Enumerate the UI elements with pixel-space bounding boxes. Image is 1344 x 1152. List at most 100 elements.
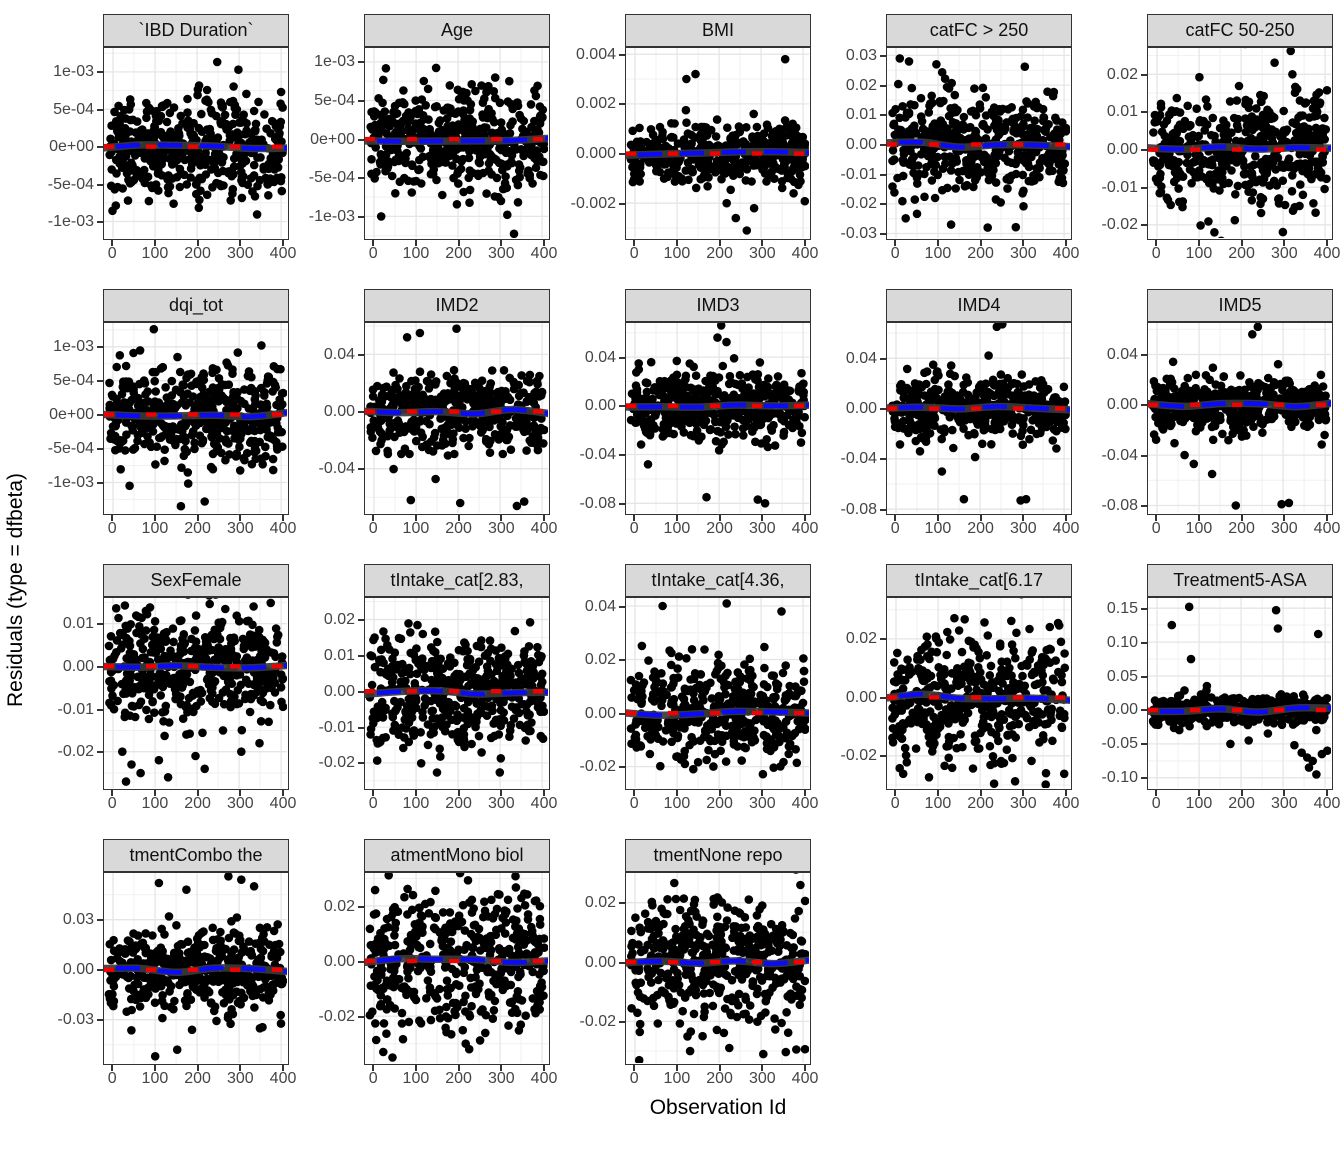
facet-title: tIntake_cat[2.83, (390, 570, 524, 590)
x-tick-mark (718, 240, 721, 246)
y-tick-label: 0.00 (62, 961, 94, 979)
x-tick-mark (414, 515, 417, 521)
y-tick-label: -0.02 (579, 1012, 616, 1030)
x-tick-label: 0 (107, 795, 117, 812)
facet-strip: tIntake_cat[4.36, (625, 564, 811, 597)
facet-strip: IMD3 (625, 289, 811, 322)
facet-panel (364, 322, 550, 515)
y-axis-gutter: 0.03 0.00 -0.03 (40, 872, 103, 1065)
x-tick-mark (1326, 790, 1329, 796)
y-tick-mark (358, 177, 364, 180)
x-tick-label: 0 (368, 795, 378, 812)
y-tick-mark (880, 408, 886, 411)
y-tick-label: 0.02 (584, 894, 616, 912)
x-tick-label: 300 (748, 795, 776, 812)
x-tick-label: 100 (141, 520, 169, 537)
y-tick-mark (97, 448, 103, 451)
y-tick-mark (1141, 353, 1147, 356)
y-tick-label: 0.10 (1106, 633, 1138, 651)
y-tick-label: -0.02 (579, 758, 616, 776)
y-axis-gutter: 0.03 0.02 0.01 0.00 -0.01 -0.02 -0.03 (823, 47, 886, 242)
y-tick-mark (358, 690, 364, 693)
scatter-canvas (626, 48, 809, 238)
y-tick-label: 0.00 (1106, 141, 1138, 159)
y-tick-label: -0.08 (579, 494, 616, 512)
x-tick-mark (153, 240, 156, 246)
facet-imd4: IMD4 0.04 0.00 -0.04 -0.08 0 100 200 300 400 (823, 289, 1079, 564)
facet-title: IMD3 (696, 295, 740, 315)
y-tick-label: 0.02 (845, 76, 877, 94)
y-tick-label: -1e-03 (47, 473, 94, 491)
facet-title: IMD5 (1218, 295, 1262, 315)
y-tick-label: 0e+00 (49, 138, 94, 156)
x-tick-label: 300 (1270, 795, 1298, 812)
facet-imd5: IMD5 0.04 0.00 -0.04 -0.08 0 100 200 300 400 (1084, 289, 1340, 564)
x-tick-label: 400 (791, 795, 819, 812)
facet-tintake-cat-6-17: tIntake_cat[6.17 0.02 0.00 -0.02 0 100 200 300 4… (823, 564, 1079, 839)
scatter-canvas (104, 598, 287, 788)
facet-panel (1147, 597, 1333, 790)
y-tick-mark (97, 481, 103, 484)
x-tick-mark (1065, 790, 1068, 796)
y-tick-mark (619, 712, 625, 715)
y-tick-mark (97, 183, 103, 186)
facet-dqi-tot: dqi_tot 1e-03 5e-04 0e+00 -5e-04 -1e-03 0 100 20… (40, 289, 296, 564)
x-tick-label: 400 (269, 1070, 297, 1087)
x-tick-mark (414, 1065, 417, 1071)
facet-strip: `IBD Duration` (103, 14, 289, 47)
x-tick-label: 400 (791, 520, 819, 537)
y-tick-mark (358, 762, 364, 765)
y-tick-label: 0.02 (1106, 65, 1138, 83)
facet-title: IMD4 (957, 295, 1001, 315)
scatter-canvas (626, 323, 809, 513)
x-tick-mark (1022, 240, 1025, 246)
y-tick-label: 0.002 (575, 95, 616, 113)
facet-panel (886, 322, 1072, 515)
y-tick-label: 0.00 (1106, 701, 1138, 719)
x-tick-mark (1197, 790, 1200, 796)
y-axis-gutter: 0.02 0.00 -0.02 (301, 872, 364, 1065)
y-tick-label: 0.04 (1106, 345, 1138, 363)
x-tick-label: 0 (1151, 245, 1161, 262)
x-axis-row: 0 100 200 300 400 (625, 240, 818, 266)
y-tick-label: 0.02 (323, 897, 355, 915)
facet-strip: catFC > 250 (886, 14, 1072, 47)
scatter-canvas (626, 873, 809, 1063)
x-tick-label: 0 (629, 795, 639, 812)
facet-imd2: IMD2 0.04 0.00 -0.04 0 100 200 300 400 (301, 289, 557, 564)
y-tick-label: -1e-03 (47, 213, 94, 231)
x-tick-mark (372, 515, 375, 521)
x-tick-label: 400 (269, 795, 297, 812)
scatter-canvas (104, 323, 287, 513)
y-tick-mark (619, 766, 625, 769)
y-tick-mark (619, 405, 625, 408)
x-tick-label: 200 (184, 1070, 211, 1087)
y-tick-label: 1e-03 (314, 53, 355, 71)
y-tick-label: 0.01 (323, 646, 355, 664)
facet-strip: atmentMono biol (364, 839, 550, 872)
x-tick-label: 0 (107, 245, 117, 262)
x-tick-mark (1155, 240, 1158, 246)
x-tick-label: 200 (706, 245, 733, 262)
x-tick-mark (761, 515, 764, 521)
y-tick-mark (619, 502, 625, 505)
y-tick-label: 0.01 (1106, 103, 1138, 121)
y-axis-gutter: 1e-03 5e-04 0e+00 -5e-04 -1e-03 (301, 47, 364, 240)
facet-title: catFC 50-250 (1185, 20, 1295, 40)
x-tick-label: 400 (1313, 520, 1341, 537)
x-tick-mark (633, 240, 636, 246)
facet-panel (625, 47, 811, 240)
facet-strip: tIntake_cat[2.83, (364, 564, 550, 597)
y-tick-mark (880, 458, 886, 461)
x-tick-label: 300 (1270, 520, 1298, 537)
x-axis-row: 0 100 200 300 400 (625, 1065, 818, 1091)
x-tick-label: 300 (226, 795, 254, 812)
y-tick-mark (1141, 675, 1147, 678)
x-tick-mark (239, 515, 242, 521)
x-tick-mark (1065, 240, 1068, 246)
facet-strip: IMD2 (364, 289, 550, 322)
x-axis-row: 0 100 200 300 400 (1147, 790, 1340, 816)
x-axis-row: 0 100 200 300 400 (103, 790, 296, 816)
y-tick-mark (619, 153, 625, 156)
x-tick-mark (196, 515, 199, 521)
